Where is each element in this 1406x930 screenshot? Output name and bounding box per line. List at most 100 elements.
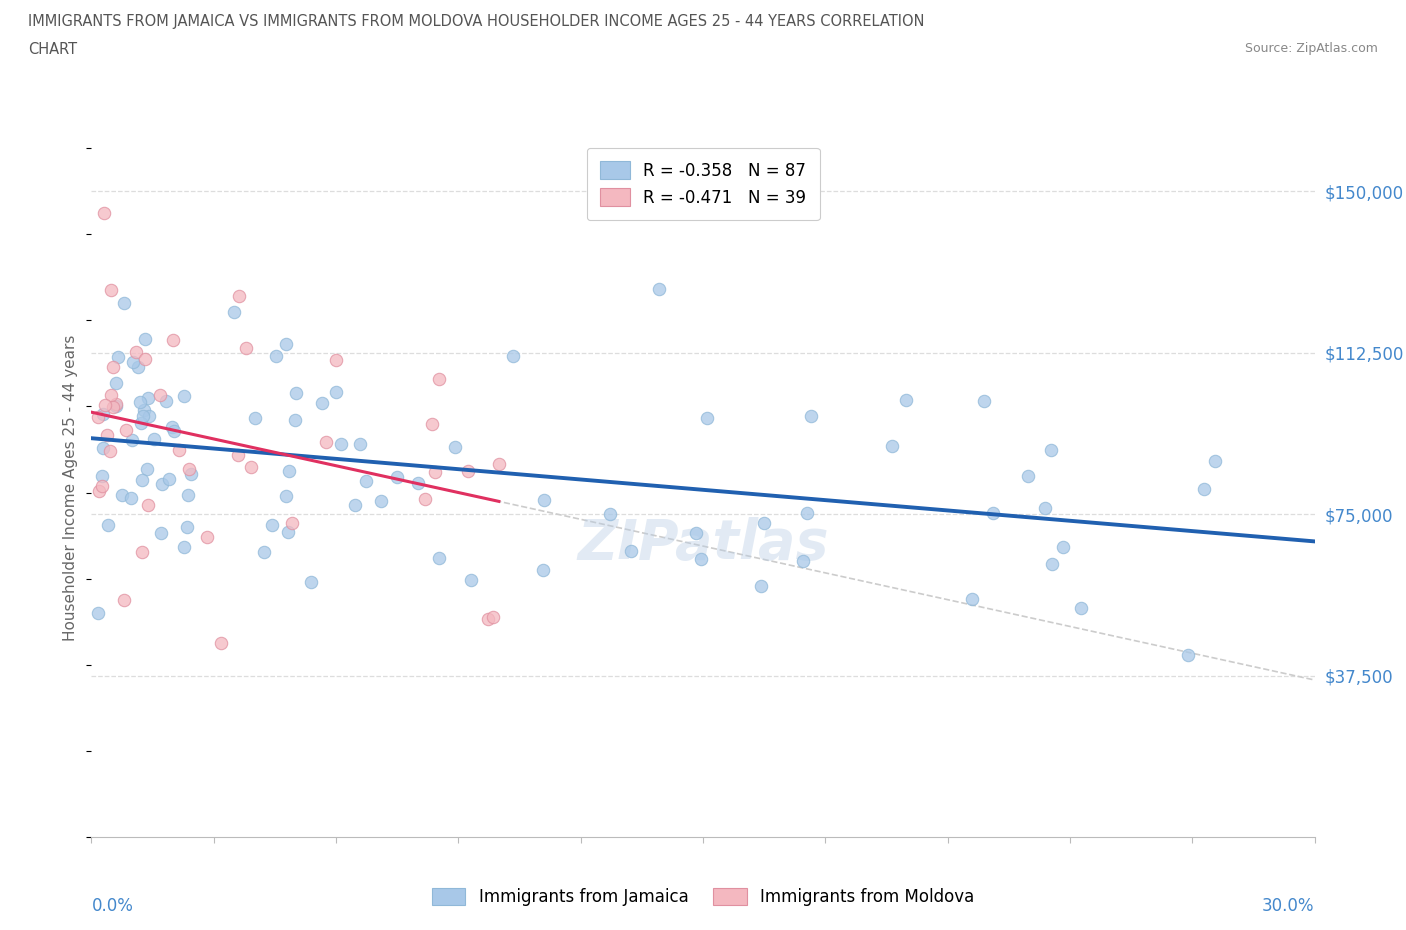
Point [420, 417, 443, 432]
Point [620, 544, 643, 559]
Point [173, 539, 195, 554]
Point [1017, 469, 1039, 484]
Point [209, 636, 232, 651]
Point [105, 396, 128, 411]
Point [143, 432, 166, 447]
Point [134, 332, 156, 347]
Text: CHART: CHART [28, 42, 77, 57]
Point [1052, 539, 1074, 554]
Point [973, 393, 995, 408]
Point [427, 551, 450, 565]
Point [160, 419, 183, 434]
Point [882, 438, 904, 453]
Point [266, 349, 288, 364]
Point [1039, 442, 1062, 457]
Point [112, 592, 135, 607]
Point [299, 575, 322, 590]
Point [329, 436, 352, 451]
Legend: R = -0.358   N = 87, R = -0.471   N = 39: R = -0.358 N = 87, R = -0.471 N = 39 [586, 148, 820, 220]
Point [278, 463, 301, 478]
Point [311, 395, 333, 410]
Point [105, 376, 128, 391]
Text: 30.0%: 30.0% [1263, 897, 1315, 915]
Point [284, 413, 307, 428]
Point [157, 472, 180, 486]
Point [285, 386, 308, 401]
Point [120, 491, 142, 506]
Point [599, 506, 621, 521]
Point [245, 410, 267, 425]
Point [136, 498, 159, 512]
Point [262, 517, 284, 532]
Point [792, 553, 814, 568]
Point [121, 432, 143, 447]
Point [179, 461, 201, 476]
Point [277, 525, 299, 539]
Point [343, 498, 366, 512]
Point [533, 563, 555, 578]
Point [91, 441, 114, 456]
Point [121, 354, 143, 369]
Point [325, 385, 347, 400]
Point [138, 408, 160, 423]
Point [1040, 557, 1063, 572]
Point [413, 492, 436, 507]
Point [696, 410, 718, 425]
Point [112, 296, 135, 311]
Point [173, 389, 195, 404]
Point [134, 403, 156, 418]
Point [150, 477, 173, 492]
Point [131, 545, 153, 560]
Point [149, 525, 172, 540]
Point [94, 398, 117, 413]
Point [240, 459, 263, 474]
Text: 0.0%: 0.0% [91, 897, 134, 915]
Point [685, 525, 707, 540]
Point [533, 492, 555, 507]
Point [1033, 500, 1056, 515]
Text: Source: ZipAtlas.com: Source: ZipAtlas.com [1244, 42, 1378, 55]
Point [349, 436, 371, 451]
Point [162, 333, 184, 348]
Point [90, 479, 112, 494]
Point [1070, 601, 1092, 616]
Point [457, 463, 479, 478]
Point [962, 592, 984, 607]
Point [87, 605, 110, 620]
Point [427, 371, 450, 386]
Point [98, 443, 121, 458]
Y-axis label: Householder Income Ages 25 - 44 years: Householder Income Ages 25 - 44 years [63, 335, 79, 642]
Point [104, 398, 127, 413]
Point [228, 289, 250, 304]
Point [222, 305, 245, 320]
Point [135, 461, 157, 476]
Point [155, 393, 177, 408]
Point [149, 388, 172, 403]
Point [253, 545, 276, 560]
Point [226, 447, 249, 462]
Point [101, 399, 124, 414]
Point [87, 409, 110, 424]
Point [276, 337, 298, 352]
Point [101, 360, 124, 375]
Point [983, 506, 1005, 521]
Point [502, 349, 524, 364]
Point [87, 484, 110, 498]
Text: ZIPatlas: ZIPatlas [578, 517, 828, 571]
Point [134, 352, 156, 366]
Point [167, 443, 190, 458]
Point [197, 530, 219, 545]
Point [477, 611, 499, 626]
Point [325, 352, 347, 367]
Point [460, 572, 482, 587]
Point [131, 473, 153, 488]
Point [177, 488, 200, 503]
Text: IMMIGRANTS FROM JAMAICA VS IMMIGRANTS FROM MOLDOVA HOUSEHOLDER INCOME AGES 25 - : IMMIGRANTS FROM JAMAICA VS IMMIGRANTS FR… [28, 14, 925, 29]
Point [136, 391, 159, 405]
Point [444, 440, 467, 455]
Point [896, 392, 918, 407]
Point [488, 457, 510, 472]
Point [690, 551, 713, 566]
Point [235, 340, 257, 355]
Point [128, 394, 150, 409]
